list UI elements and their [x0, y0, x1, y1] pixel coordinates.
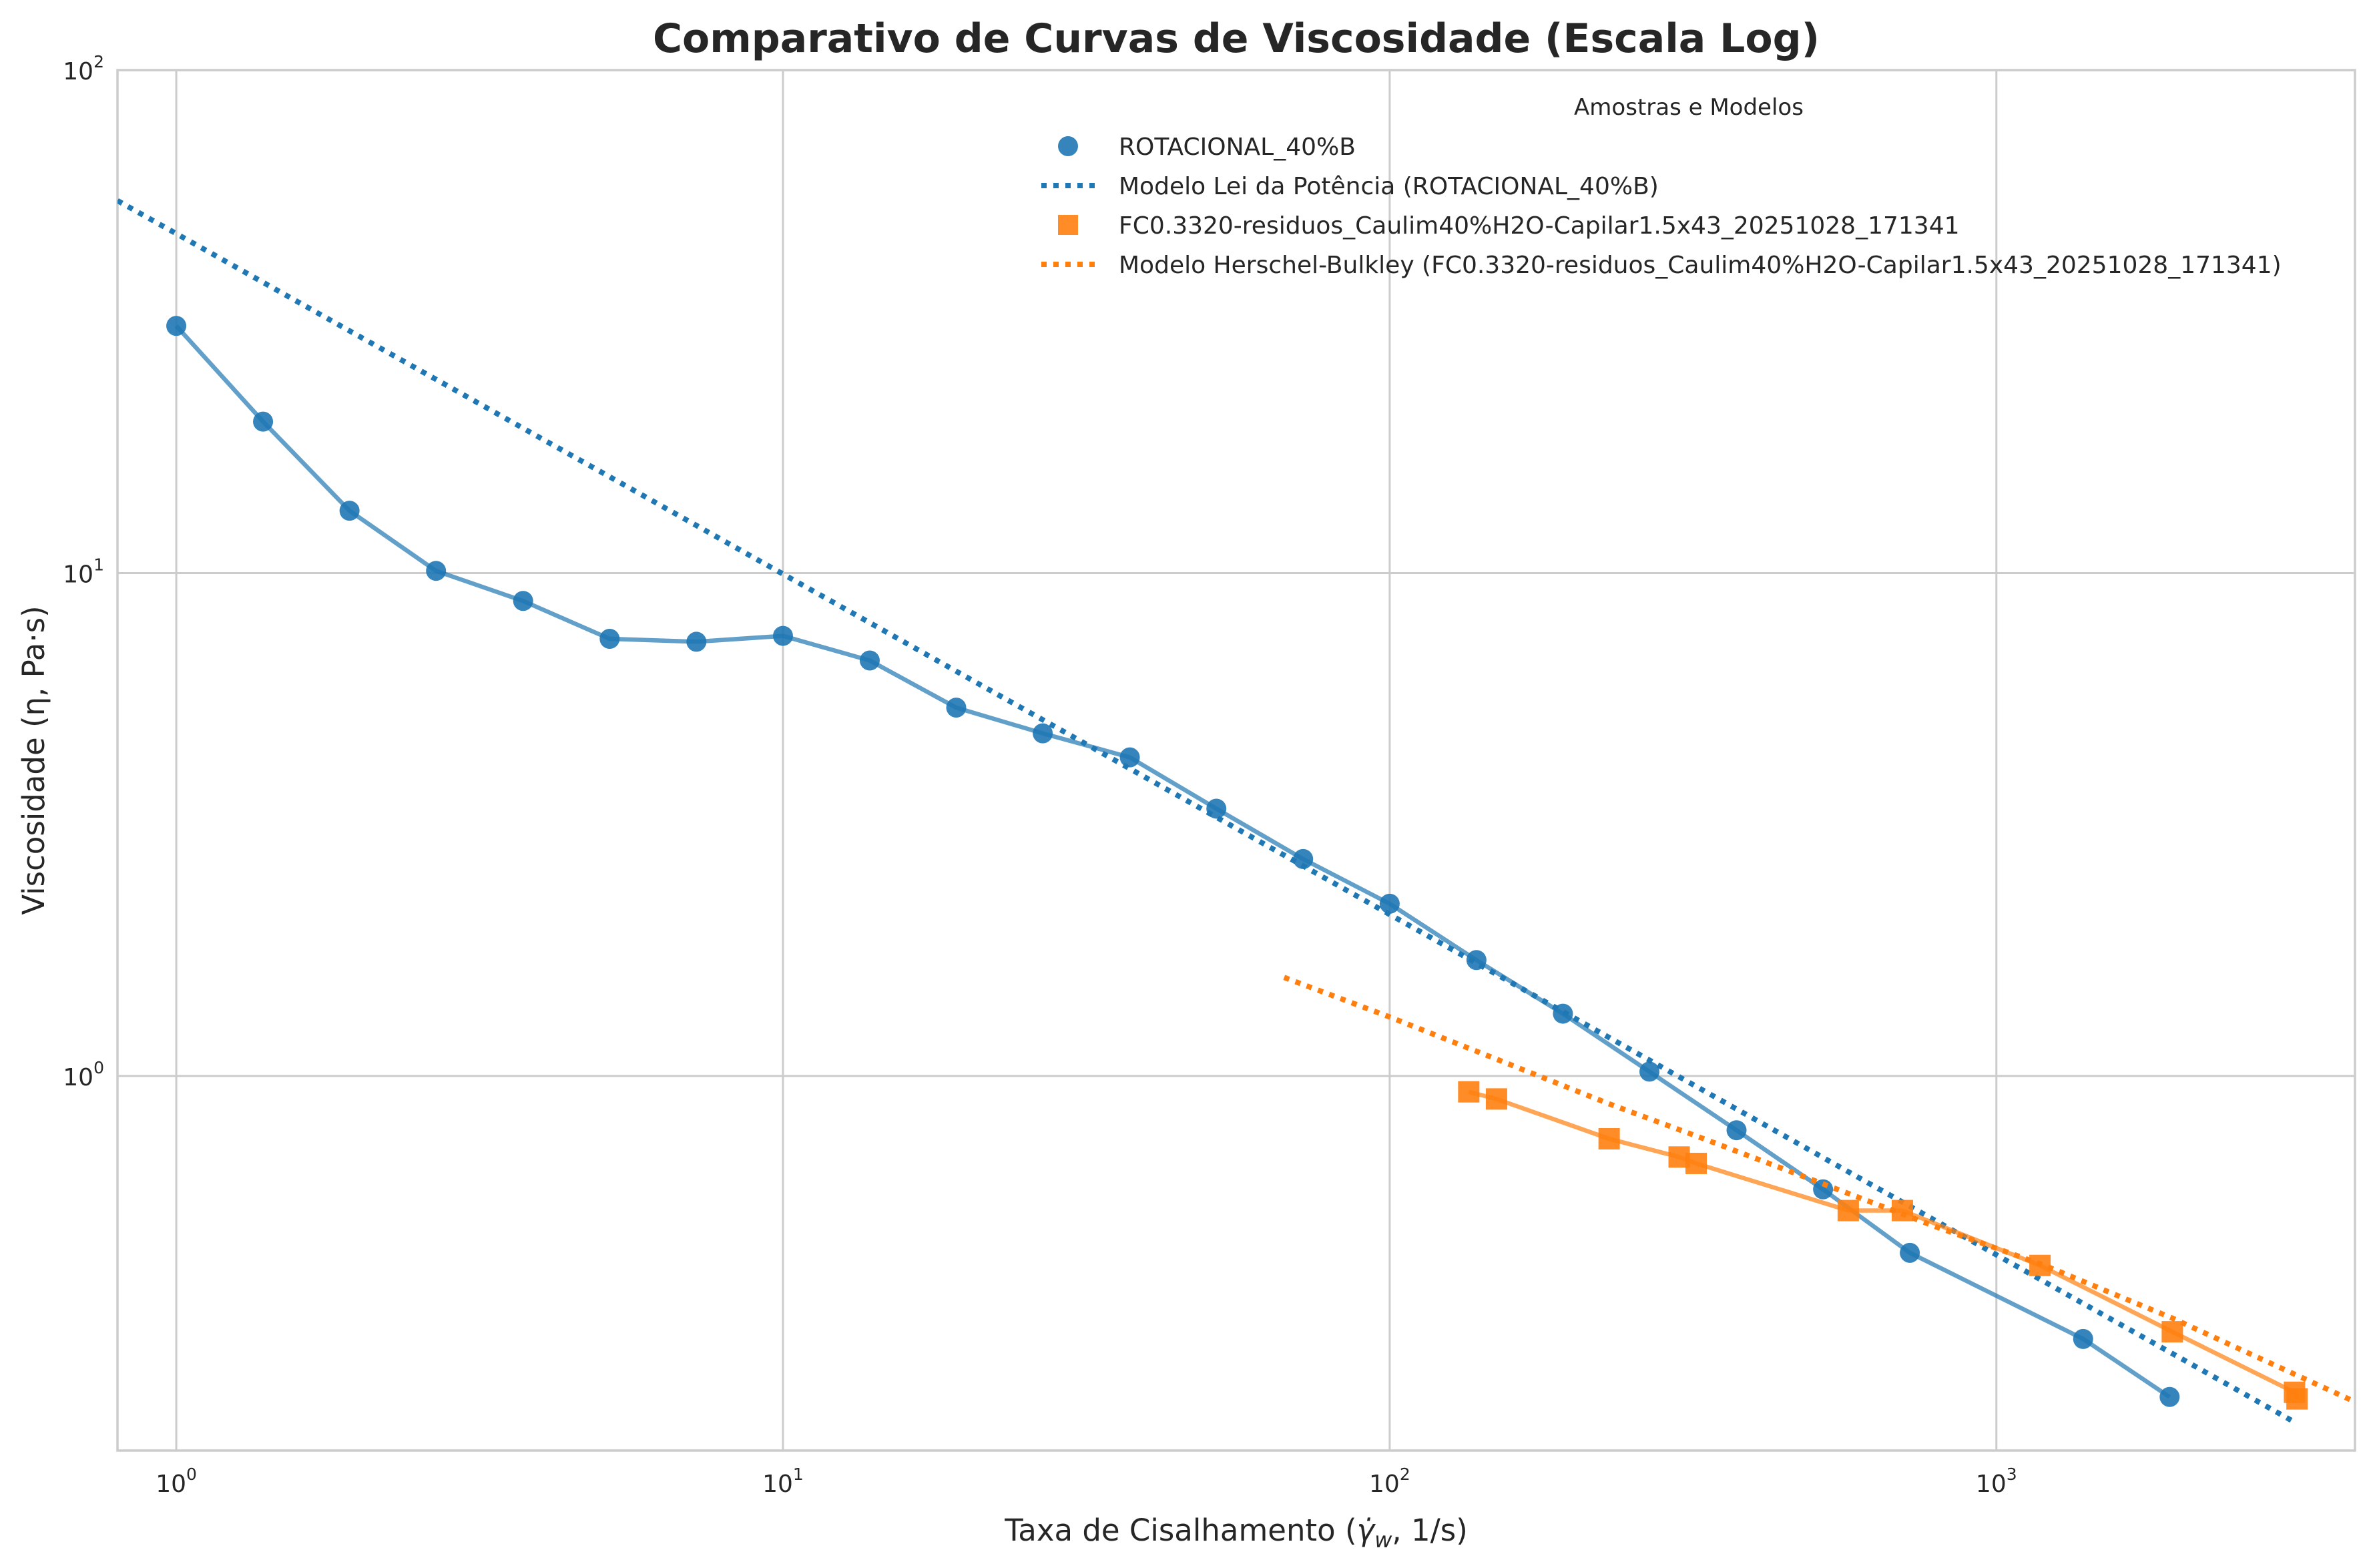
data-point-circle: [166, 316, 187, 336]
data-point-circle: [2073, 1328, 2093, 1349]
x-axis-label: Taxa de Cisalhamento (γ̇w, 1/s): [1004, 1513, 1468, 1553]
data-point-circle: [859, 650, 880, 671]
data-point-circle: [339, 501, 360, 521]
data-point-circle: [1293, 848, 1314, 869]
data-point-square: [2161, 1321, 2183, 1343]
data-point-square: [1685, 1152, 1707, 1174]
x-axis-label-sub: w: [1374, 1527, 1392, 1553]
y-tick-exponent: 0: [93, 1058, 104, 1077]
y-tick-label: 102: [63, 52, 104, 85]
x-tick-label: 101: [762, 1465, 804, 1498]
data-point-circle: [1900, 1242, 1920, 1263]
x-tick-label: 102: [1369, 1465, 1410, 1498]
x-tick-exponent: 1: [793, 1465, 804, 1484]
x-axis-label-main: Taxa de Cisalhamento (: [1004, 1513, 1356, 1548]
x-tick-base: 10: [1976, 1471, 2007, 1498]
y-tick-exponent: 1: [93, 555, 104, 574]
data-point-square: [1485, 1088, 1507, 1110]
data-point-circle: [1726, 1120, 1747, 1141]
data-point-circle: [253, 411, 274, 432]
series-layer: [117, 198, 2355, 1424]
data-point-circle: [1379, 893, 1400, 914]
legend-title: Amostras e Modelos: [1574, 94, 1804, 121]
x-tick-base: 10: [1369, 1471, 1400, 1498]
data-point-circle: [513, 591, 533, 611]
x-axis-label-math: γ̇: [1357, 1513, 1376, 1548]
data-point-square: [1598, 1128, 1620, 1150]
data-point-circle: [426, 561, 447, 581]
data-point-square: [1458, 1081, 1480, 1103]
data-point-circle: [2159, 1386, 2180, 1407]
chart-title: Comparativo de Curvas de Viscosidade (Es…: [653, 15, 1820, 62]
y-tick-base: 10: [63, 58, 93, 85]
data-point-circle: [1033, 723, 1053, 744]
y-tick-label: 101: [63, 555, 104, 588]
plot-frame: [116, 69, 2356, 1452]
legend: Amostras e Modelos ROTACIONAL_40%B Model…: [1041, 94, 2282, 279]
fit-line-3: [1283, 975, 2355, 1404]
data-point-circle: [772, 625, 793, 646]
x-tick-label: 103: [1976, 1465, 2017, 1498]
y-tick-base: 10: [63, 1064, 93, 1091]
legend-label-rotacional: ROTACIONAL_40%B: [1119, 134, 1356, 161]
data-point-circle: [686, 631, 707, 652]
y-tick-base: 10: [63, 561, 93, 588]
x-tick-exponent: 2: [1400, 1465, 1410, 1484]
data-point-circle: [599, 628, 620, 649]
legend-label-herschel-bulkley: Modelo Herschel-Bulkley (FC0.3320-residu…: [1119, 252, 2282, 279]
data-point-circle: [1639, 1061, 1660, 1082]
x-tick-exponent: 0: [186, 1465, 197, 1484]
legend-label-capilar: FC0.3320-residuos_Caulim40%H2O-Capilar1.…: [1119, 212, 1960, 240]
x-tick-base: 10: [156, 1471, 186, 1498]
legend-marker-capilar: [1058, 215, 1078, 235]
y-tick-label: 100: [63, 1058, 104, 1091]
legend-label-power-law: Modelo Lei da Potência (ROTACIONAL_40%B): [1119, 173, 1659, 200]
data-point-circle: [946, 698, 967, 718]
data-point-square: [1837, 1200, 1859, 1222]
data-point-square: [2286, 1388, 2308, 1410]
y-tick-exponent: 2: [93, 52, 104, 71]
y-axis-label: Viscosidade (η, Pa·s): [16, 605, 51, 914]
data-point-circle: [1119, 747, 1140, 768]
x-axis-label-tail: , 1/s): [1392, 1513, 1467, 1548]
legend-marker-rotacional: [1058, 136, 1078, 156]
x-tick-exponent: 3: [2007, 1465, 2017, 1484]
x-tick-base: 10: [762, 1471, 793, 1498]
x-tick-label: 100: [156, 1465, 197, 1498]
fit-line-1: [117, 198, 2296, 1424]
